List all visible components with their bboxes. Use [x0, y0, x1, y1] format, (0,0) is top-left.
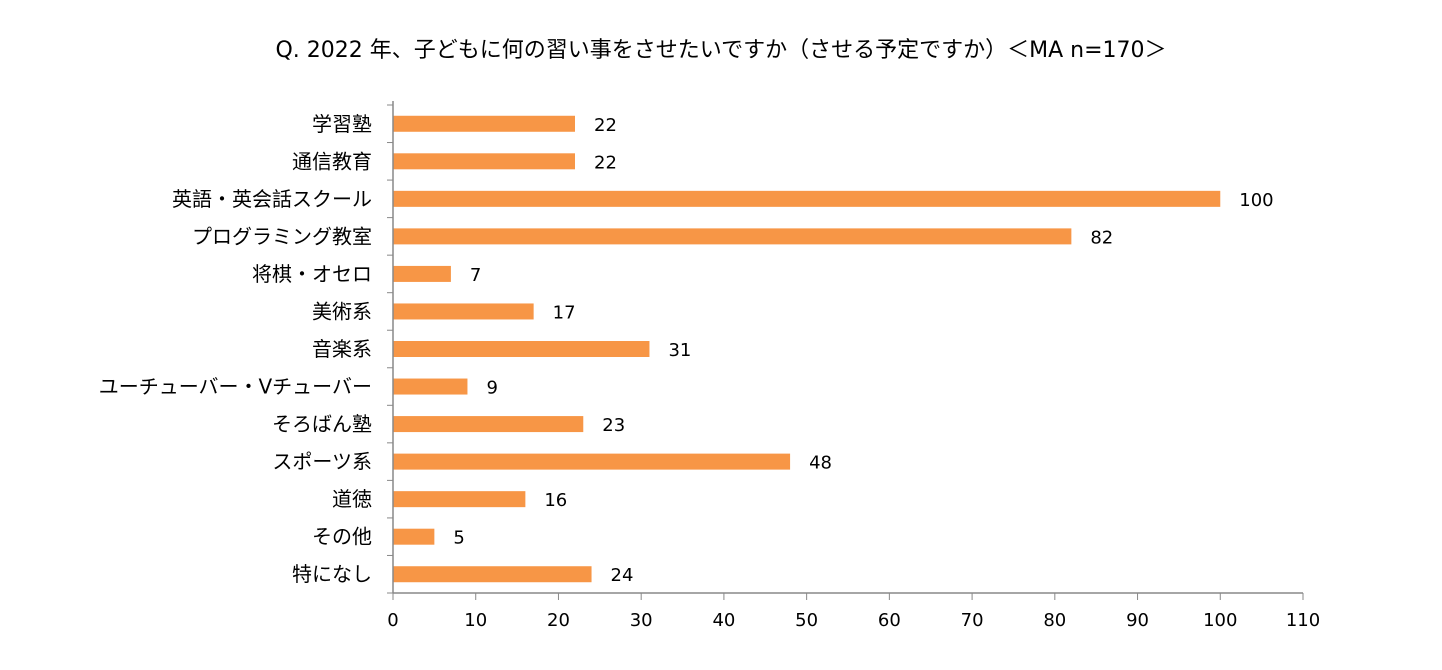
bar	[393, 228, 1072, 245]
category-label: ユーチューバー・Vチューバー	[99, 375, 372, 399]
bar	[393, 115, 575, 132]
data-label: 17	[553, 302, 576, 323]
x-tick-label: 10	[464, 610, 487, 631]
bar	[393, 190, 1221, 207]
bar	[393, 416, 584, 433]
category-label: 学習塾	[312, 112, 372, 136]
category-label: 英語・英会話スクール	[172, 187, 372, 211]
bar	[393, 153, 575, 170]
bar	[393, 303, 534, 320]
x-tick-label: 70	[961, 610, 984, 631]
data-label: 48	[809, 453, 832, 474]
bar	[393, 265, 451, 282]
x-tick-label: 90	[1126, 610, 1149, 631]
category-label: 音楽系	[312, 337, 372, 361]
x-tick-label: 100	[1203, 610, 1237, 631]
x-tick-label: 0	[387, 610, 398, 631]
category-label: 美術系	[312, 299, 372, 323]
category-label: スポーツ系	[272, 450, 372, 474]
data-label: 9	[486, 378, 497, 399]
category-label: そろばん塾	[272, 412, 372, 436]
data-label: 100	[1239, 190, 1273, 211]
data-label: 82	[1090, 227, 1113, 248]
category-label: 特になし	[292, 562, 372, 586]
data-label: 23	[602, 415, 625, 436]
bars-layer	[393, 115, 1221, 583]
x-tick-label: 110	[1286, 610, 1320, 631]
data-label: 16	[544, 490, 567, 511]
data-label: 24	[611, 565, 634, 586]
x-tick-label: 30	[630, 610, 653, 631]
category-label: 将棋・オセロ	[252, 262, 372, 286]
bar	[393, 566, 592, 583]
category-label: プログラミング教室	[192, 224, 372, 248]
x-tick-label: 60	[878, 610, 901, 631]
bar	[393, 491, 526, 508]
data-label: 5	[453, 528, 464, 549]
category-label: 通信教育	[292, 149, 372, 173]
x-tick-label: 40	[712, 610, 735, 631]
category-label: 道徳	[332, 487, 372, 511]
bar	[393, 378, 468, 395]
bar	[393, 453, 791, 470]
chart-title: Q. 2022 年、子どもに何の習い事をさせたいですか（させる予定ですか）＜MA…	[275, 38, 1167, 63]
category-label: その他	[312, 525, 372, 549]
x-tick-label: 20	[547, 610, 570, 631]
x-tick-label: 80	[1043, 610, 1066, 631]
x-tick-label: 50	[795, 610, 818, 631]
bar	[393, 341, 650, 357]
labels-layer: 学習塾 22 通信教育 22 英語・英会話スクール 100 プログラミング教室 82 将棋・オセ…	[99, 112, 1274, 586]
data-label: 22	[594, 115, 617, 136]
axis-layer: 0 10 20 30 40 50 60 70 80 90 100 110	[387, 101, 1320, 631]
bar	[393, 528, 435, 545]
data-label: 22	[594, 152, 617, 173]
data-label: 31	[668, 340, 691, 361]
data-label: 7	[470, 265, 481, 286]
